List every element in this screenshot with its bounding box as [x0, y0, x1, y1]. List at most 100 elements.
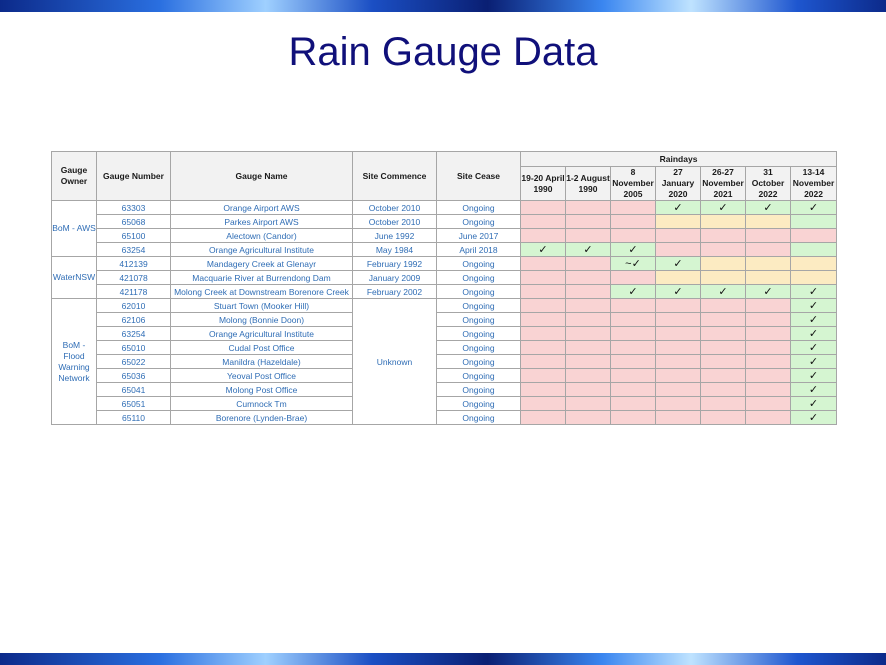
site-cease: Ongoing — [436, 368, 521, 383]
table-row: BoM - AWS 63303 Orange Airport AWS October … — [51, 200, 838, 257]
site-commence: October 2010 — [352, 214, 437, 229]
rainday-cell — [700, 354, 746, 369]
rainday-cell — [745, 228, 791, 243]
rainday-cell: ✓ — [789, 382, 838, 397]
table-row: 65100 Alectown (Candor) June 1992 June 2017 — [52, 228, 838, 243]
gauge-number: 412139 — [96, 256, 171, 271]
rainday-cell — [745, 354, 791, 369]
gauge-name: Cumnock Tm — [170, 396, 353, 411]
rainday-cell — [745, 382, 791, 397]
table-row: 65010 Cudal Post Office Ongoing ✓ — [52, 340, 838, 355]
rainday-cell — [655, 270, 701, 285]
rainday-cell: ✓ — [655, 256, 701, 271]
rainday-cell — [565, 340, 611, 355]
gauge-name: Yeoval Post Office — [170, 368, 353, 383]
gauge-name: Alectown (Candor) — [170, 228, 353, 243]
rainday-cell — [520, 340, 566, 355]
rainday-cell — [520, 354, 566, 369]
site-commence-unknown: Unknown — [352, 298, 437, 425]
site-cease: Ongoing — [436, 256, 521, 271]
rainday-cell — [700, 256, 746, 271]
rainday-cell — [610, 312, 656, 327]
rainday-cell — [745, 368, 791, 383]
site-commence: October 2010 — [352, 200, 437, 215]
rainday-cell — [610, 326, 656, 341]
rainday-cell — [520, 298, 566, 313]
rainday-cell — [520, 410, 566, 425]
rainday-cell — [565, 228, 611, 243]
rainday-cell — [610, 200, 656, 215]
gauge-name: Molong Creek at Downstream Borenore Cree… — [170, 284, 353, 299]
table-row: 65036 Yeoval Post Office Ongoing ✓ — [52, 368, 838, 383]
rainday-cell — [789, 228, 838, 243]
rainday-cell — [565, 326, 611, 341]
gauge-number: 65100 — [96, 228, 171, 243]
rainday-cell: ✓ — [789, 200, 838, 215]
rainday-cell — [520, 368, 566, 383]
rainday-cell: ✓ — [789, 410, 838, 425]
site-cease: Ongoing — [436, 382, 521, 397]
rainday-cell — [610, 270, 656, 285]
rainday-cell — [745, 340, 791, 355]
rainday-cell — [789, 256, 838, 271]
rainday-cell: ✓ — [745, 284, 791, 299]
rainday-cell — [565, 256, 611, 271]
rainday-cell — [700, 326, 746, 341]
rainday-cell — [565, 382, 611, 397]
header-gauge-name: Gauge Name — [170, 151, 353, 201]
rainday-cell — [789, 214, 838, 229]
header-raindays: Raindays — [519, 151, 838, 167]
rainday-cell — [520, 228, 566, 243]
gauge-owner: BoM - Flood Warning Network — [51, 298, 97, 425]
rainday-cell — [565, 284, 611, 299]
rainday-cell — [520, 214, 566, 229]
page-title: Rain Gauge Data — [288, 30, 598, 74]
rainday-cell — [655, 396, 701, 411]
table-body: BoM - AWS 63303 Orange Airport AWS October … — [51, 200, 838, 425]
site-cease: June 2017 — [436, 228, 521, 243]
gauge-number: 65110 — [96, 410, 171, 425]
top-banner — [0, 0, 886, 12]
rainday-cell — [700, 312, 746, 327]
gauge-number: 65068 — [96, 214, 171, 229]
gauge-name: Mandagery Creek at Glenayr — [170, 256, 353, 271]
gauge-owner: BoM - AWS — [51, 200, 97, 257]
header-rainday: 1-2 August 1990 — [565, 166, 611, 201]
rainday-cell — [655, 382, 701, 397]
table-row: BoM - Flood Warning Network 62010 Stuart T… — [51, 298, 838, 425]
rainday-cell — [565, 368, 611, 383]
gauge-number: 63254 — [96, 242, 171, 257]
site-cease: Ongoing — [436, 340, 521, 355]
rainday-cell: ✓ — [565, 242, 611, 257]
gauge-name: Cudal Post Office — [170, 340, 353, 355]
rainday-cell — [655, 214, 701, 229]
gauge-name: Molong Post Office — [170, 382, 353, 397]
rainday-cell — [610, 214, 656, 229]
rainday-cell: ✓ — [745, 200, 791, 215]
rainday-cell — [700, 214, 746, 229]
rainday-cell — [610, 298, 656, 313]
rainday-cell — [565, 270, 611, 285]
gauge-number: 62010 — [96, 298, 171, 313]
rainday-cell — [745, 214, 791, 229]
rainday-cell — [789, 270, 838, 285]
table-row: 65068 Parkes Airport AWS October 2010 Ongoi… — [52, 214, 838, 229]
table-row: 421178 Molong Creek at Downstream Borenor… — [52, 284, 838, 299]
header-rainday: 13-14 November 2022 — [789, 166, 838, 201]
gauge-name: Orange Agricultural Institute — [170, 242, 353, 257]
rainday-cell — [610, 396, 656, 411]
site-cease: Ongoing — [436, 410, 521, 425]
rainday-cell: ✓ — [700, 200, 746, 215]
table-row: 63254 Orange Agricultural Institute Ongoin… — [52, 326, 838, 341]
rainday-cell — [610, 228, 656, 243]
rainday-cell: ✓ — [789, 298, 838, 313]
site-cease: Ongoing — [436, 200, 521, 215]
rainday-cell — [745, 256, 791, 271]
table-row: 65022 Manildra (Hazeldale) Ongoing ✓ — [52, 354, 838, 369]
rainday-cell — [520, 326, 566, 341]
rainday-cell — [655, 354, 701, 369]
gauge-number: 421078 — [96, 270, 171, 285]
gauge-number: 65010 — [96, 340, 171, 355]
header-rainday: 31 October 2022 — [745, 166, 791, 201]
rainday-cell: ✓ — [789, 284, 838, 299]
